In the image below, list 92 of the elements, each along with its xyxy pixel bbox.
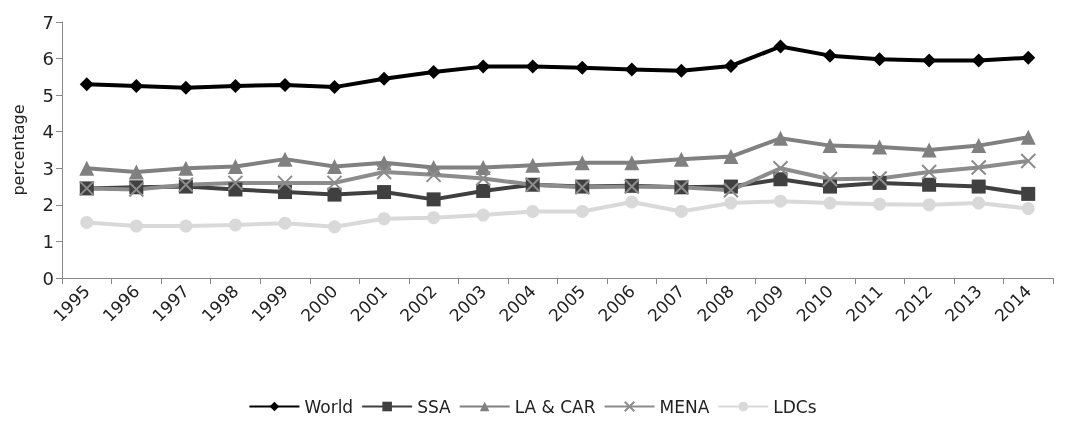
point <box>1021 186 1036 201</box>
point <box>128 164 144 180</box>
point <box>823 196 837 210</box>
y-tick-label: 5 <box>42 84 54 106</box>
point <box>227 158 243 174</box>
point <box>624 155 640 171</box>
point <box>178 160 194 176</box>
point <box>1020 129 1036 145</box>
point <box>1021 202 1035 216</box>
point <box>1021 50 1036 65</box>
point <box>872 52 887 67</box>
point <box>129 79 144 93</box>
point <box>871 170 888 187</box>
point <box>922 177 937 192</box>
point <box>525 157 541 173</box>
point <box>723 149 739 165</box>
point <box>773 39 788 54</box>
point <box>574 155 590 171</box>
legend-label: LDCs <box>773 396 817 417</box>
legend-label: LA & CAR <box>514 396 596 417</box>
point <box>327 158 343 174</box>
point <box>772 130 788 146</box>
point <box>673 151 689 167</box>
point <box>377 185 392 200</box>
point <box>922 53 937 68</box>
point <box>724 196 738 210</box>
point <box>277 151 293 167</box>
point <box>772 160 789 177</box>
point <box>723 58 738 73</box>
point <box>476 59 491 74</box>
point <box>575 60 590 75</box>
point <box>129 219 143 233</box>
point <box>971 53 986 68</box>
point <box>722 182 739 199</box>
point <box>278 216 292 230</box>
point <box>79 77 94 92</box>
point <box>476 183 491 198</box>
legend-label: SSA <box>417 396 452 417</box>
point <box>425 166 442 183</box>
point <box>624 62 639 77</box>
y-axis-title: percentage <box>8 104 28 196</box>
point <box>228 218 242 232</box>
point <box>971 138 987 154</box>
point <box>971 179 986 194</box>
y-tick-label: 1 <box>42 230 54 252</box>
point <box>326 174 343 191</box>
point <box>1020 152 1037 169</box>
point <box>922 198 936 212</box>
y-tick-label: 6 <box>42 48 54 70</box>
point <box>526 204 540 218</box>
point <box>427 211 441 225</box>
y-tick-label: 7 <box>42 11 54 33</box>
point <box>376 163 393 180</box>
point <box>426 192 441 207</box>
point <box>377 212 391 226</box>
point <box>476 208 490 222</box>
point <box>575 204 589 218</box>
point <box>773 194 787 208</box>
point <box>277 77 292 92</box>
point <box>377 71 392 86</box>
point <box>228 79 243 93</box>
point <box>921 142 937 158</box>
point <box>823 48 838 63</box>
point <box>921 163 938 180</box>
point <box>970 159 987 176</box>
legend-label: World <box>304 396 354 417</box>
point <box>873 197 887 211</box>
point <box>625 195 639 209</box>
y-tick-label: 0 <box>42 267 54 289</box>
point <box>227 174 244 191</box>
point <box>276 174 293 191</box>
point <box>426 65 441 80</box>
point <box>328 220 342 234</box>
point <box>822 138 838 154</box>
point <box>674 63 689 78</box>
point <box>773 172 788 187</box>
point <box>972 196 986 210</box>
y-tick-label: 2 <box>42 194 54 216</box>
y-tick-label: 3 <box>42 157 54 179</box>
point <box>872 139 888 155</box>
point <box>178 80 193 95</box>
point <box>327 80 342 95</box>
y-tick-label: 4 <box>42 121 54 143</box>
point <box>475 170 492 187</box>
point <box>525 59 540 74</box>
point <box>674 204 688 218</box>
point <box>179 219 193 233</box>
legend-label: MENA <box>659 396 710 417</box>
point <box>79 160 95 176</box>
point <box>327 187 342 202</box>
point <box>822 171 839 188</box>
point <box>80 215 94 229</box>
